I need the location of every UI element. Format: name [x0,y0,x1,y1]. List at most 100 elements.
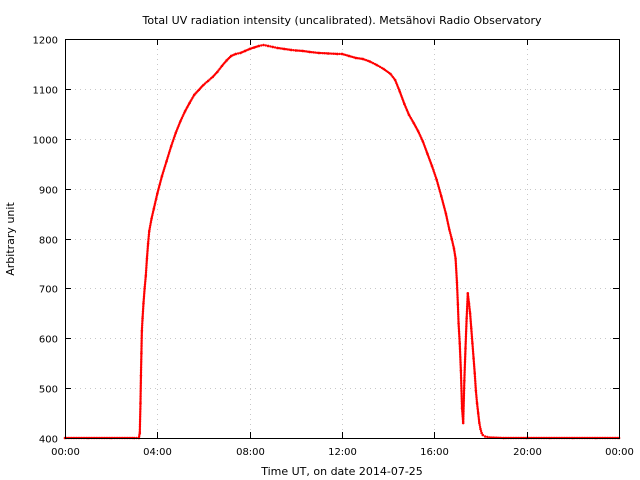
data-point [479,427,482,431]
data-point [474,380,477,384]
data-point [481,433,485,437]
data-point [455,276,458,279]
x-tick-label: 08:00 [236,447,265,458]
data-point [140,329,144,333]
data-point [143,281,147,285]
data-point [308,50,311,54]
data-point [454,260,457,264]
data-point [146,242,150,245]
data-point [474,382,477,385]
data-point [315,51,319,54]
chart-title: Total UV radiation intensity (uncalibrat… [142,14,542,27]
data-point [456,299,459,303]
data-point [483,435,487,438]
data-point [321,51,324,55]
data-point [144,278,147,281]
x-tick-label: 12:00 [328,447,357,458]
data-point [143,285,146,288]
x-tick-label: 00:00 [605,447,634,458]
data-point [138,415,142,418]
data-point [455,274,458,277]
data-point [456,291,459,294]
data-point [264,44,268,47]
data-point [474,384,477,387]
data-point [149,224,152,227]
data-point [138,426,142,430]
data-point [326,52,330,55]
data-point [319,51,322,55]
y-tick-label: 900 [39,186,58,197]
data-point [449,231,452,235]
data-point [144,274,148,278]
data-point [139,408,142,411]
data-point [140,326,144,329]
data-point [478,423,481,427]
data-point [456,289,459,293]
data-point [145,260,148,264]
data-point [144,269,148,272]
data-point [325,52,328,55]
data-point [143,283,147,287]
y-tick-label: 600 [39,335,58,346]
data-point [236,52,240,55]
y-tick-label: 500 [39,385,58,396]
data-point [271,45,275,49]
data-point [141,322,144,325]
data-point [144,280,147,283]
y-tick-label: 400 [39,435,58,446]
data-point [456,287,459,291]
y-tick-label: 800 [39,236,58,247]
data-point [328,52,332,55]
data-point [473,371,477,375]
data-point [147,233,151,236]
data-point [473,373,477,377]
data-point [262,43,265,47]
data-point [455,284,459,287]
data-point [145,262,148,265]
data-point [330,52,334,55]
data-point [144,272,148,276]
data-point [478,425,482,429]
y-tick-label: 700 [39,285,58,296]
data-point [145,265,148,269]
data-point [269,45,272,48]
data-point [455,286,459,289]
data-point [140,327,144,331]
data-point [455,282,459,286]
data-point [334,52,337,56]
data-point [454,264,458,267]
data-point [457,315,460,318]
data-point [457,318,460,322]
data-point [455,270,458,274]
data-point [292,49,295,52]
data-point [145,267,148,271]
data-point [480,431,483,435]
data-point [457,313,460,316]
data-point [473,378,477,382]
data-point [296,49,299,52]
y-axis: 400 500 600 700 800 900 1000 1100 1200 [33,36,619,446]
data-point [310,50,313,54]
y-axis-label: Arbitrary unit [4,202,17,276]
data-point [312,51,315,54]
data-point [141,320,144,324]
data-point [456,308,460,311]
data-point [475,396,478,399]
data-point [454,267,458,270]
data-point [455,272,458,276]
data-point [456,311,460,315]
data-point [147,238,150,242]
x-tick-label: 20:00 [513,447,542,458]
data-point [454,262,458,265]
data-point [257,44,261,48]
data-point [145,264,148,267]
data-point [475,398,478,401]
data-point [147,235,150,238]
data-point [138,416,142,420]
data-point [474,389,478,392]
data-point [456,296,459,299]
data-point [266,44,270,48]
y-tick-label: 1100 [33,86,58,97]
data-point [323,52,326,55]
